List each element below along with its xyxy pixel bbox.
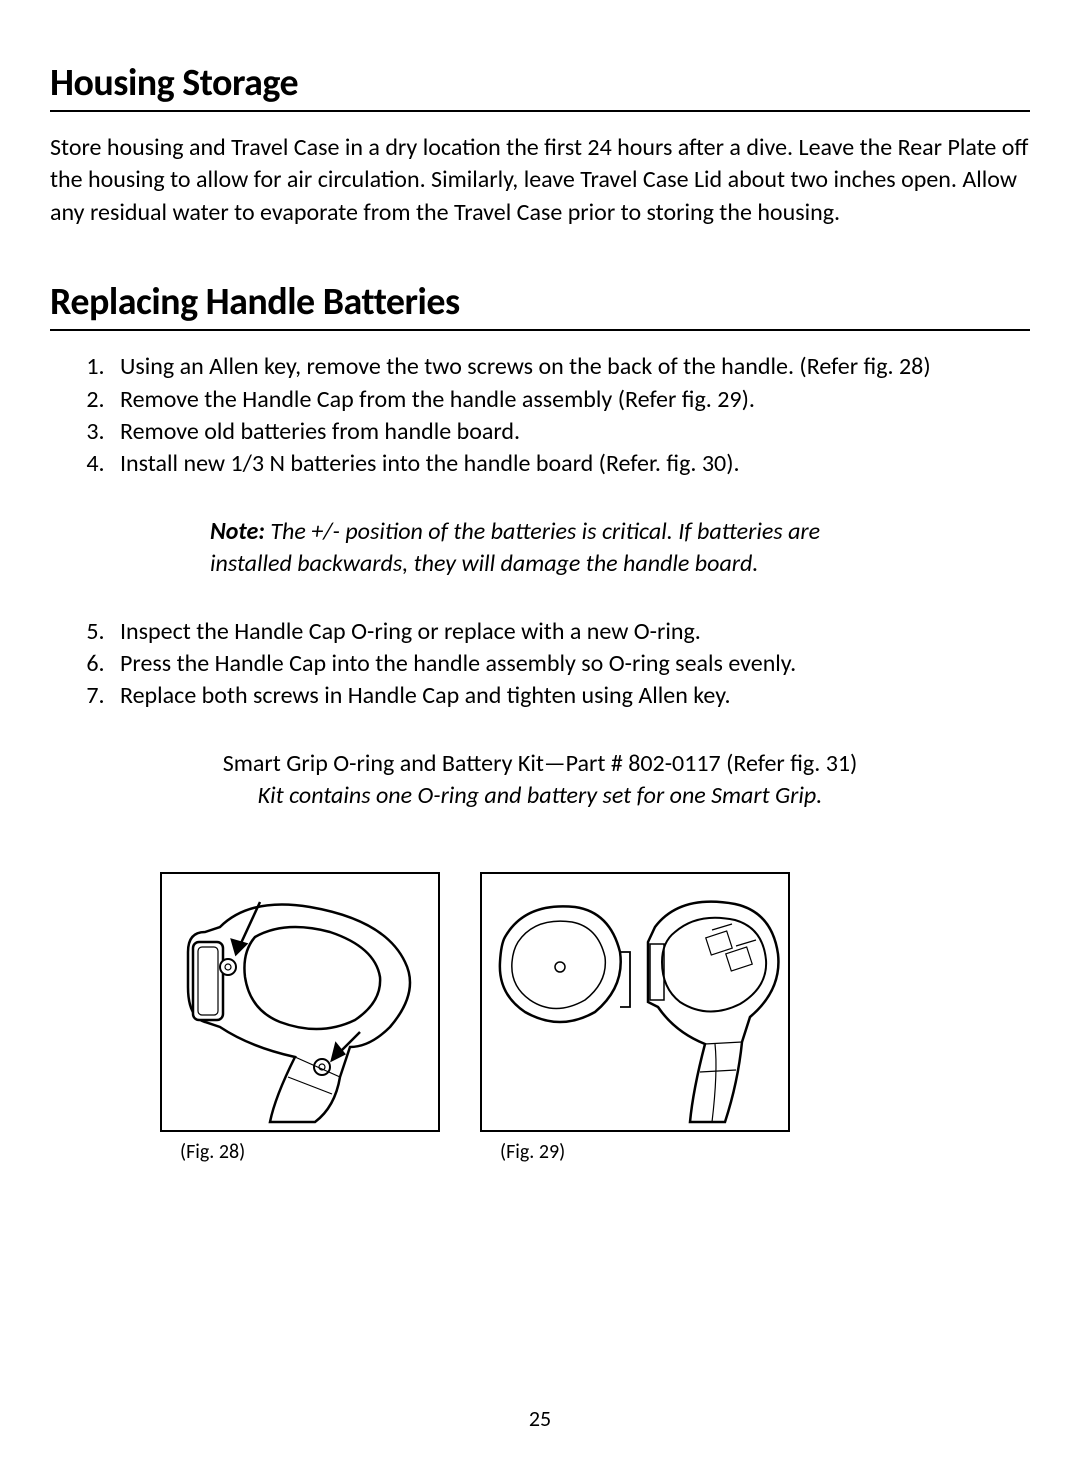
figures-row: (Fig. 28) <box>50 872 1030 1164</box>
housing-storage-body: Store housing and Travel Case in a dry l… <box>50 132 1030 229</box>
note-text: The +/- position of the batteries is cri… <box>210 517 820 578</box>
page-number: 25 <box>0 1405 1080 1432</box>
figure-29: (Fig. 29) <box>480 872 790 1164</box>
figure-28-svg <box>160 872 440 1132</box>
rule-1 <box>50 110 1030 112</box>
heading-replacing-batteries: Replacing Handle Batteries <box>50 279 1030 325</box>
figure-29-svg <box>480 872 790 1132</box>
figure-28-caption: (Fig. 28) <box>160 1140 440 1164</box>
figure-29-caption: (Fig. 29) <box>480 1140 790 1164</box>
note-block: Note: The +/- position of the batteries … <box>210 516 890 581</box>
note-label: Note: <box>210 517 265 546</box>
steps-list-a: Using an Allen key, remove the two screw… <box>50 351 1030 481</box>
kit-line-2: Kit contains one O-ring and battery set … <box>50 780 1030 812</box>
step-item: Remove the Handle Cap from the handle as… <box>110 384 1030 416</box>
step-item: Replace both screws in Handle Cap and ti… <box>110 680 1030 712</box>
rule-2 <box>50 329 1030 331</box>
step-item: Using an Allen key, remove the two screw… <box>110 351 1030 383</box>
kit-line-1: Smart Grip O-ring and Battery Kit—Part #… <box>50 748 1030 780</box>
kit-info: Smart Grip O-ring and Battery Kit—Part #… <box>50 748 1030 813</box>
figure-28: (Fig. 28) <box>160 872 440 1164</box>
step-item: Inspect the Handle Cap O-ring or replace… <box>110 616 1030 648</box>
steps-list-b: Inspect the Handle Cap O-ring or replace… <box>50 616 1030 713</box>
step-item: Press the Handle Cap into the handle ass… <box>110 648 1030 680</box>
step-item: Remove old batteries from handle board. <box>110 416 1030 448</box>
step-item: Install new 1/3 N batteries into the han… <box>110 448 1030 480</box>
heading-housing-storage: Housing Storage <box>50 60 1030 106</box>
manual-page: Housing Storage Store housing and Travel… <box>0 0 1080 1472</box>
